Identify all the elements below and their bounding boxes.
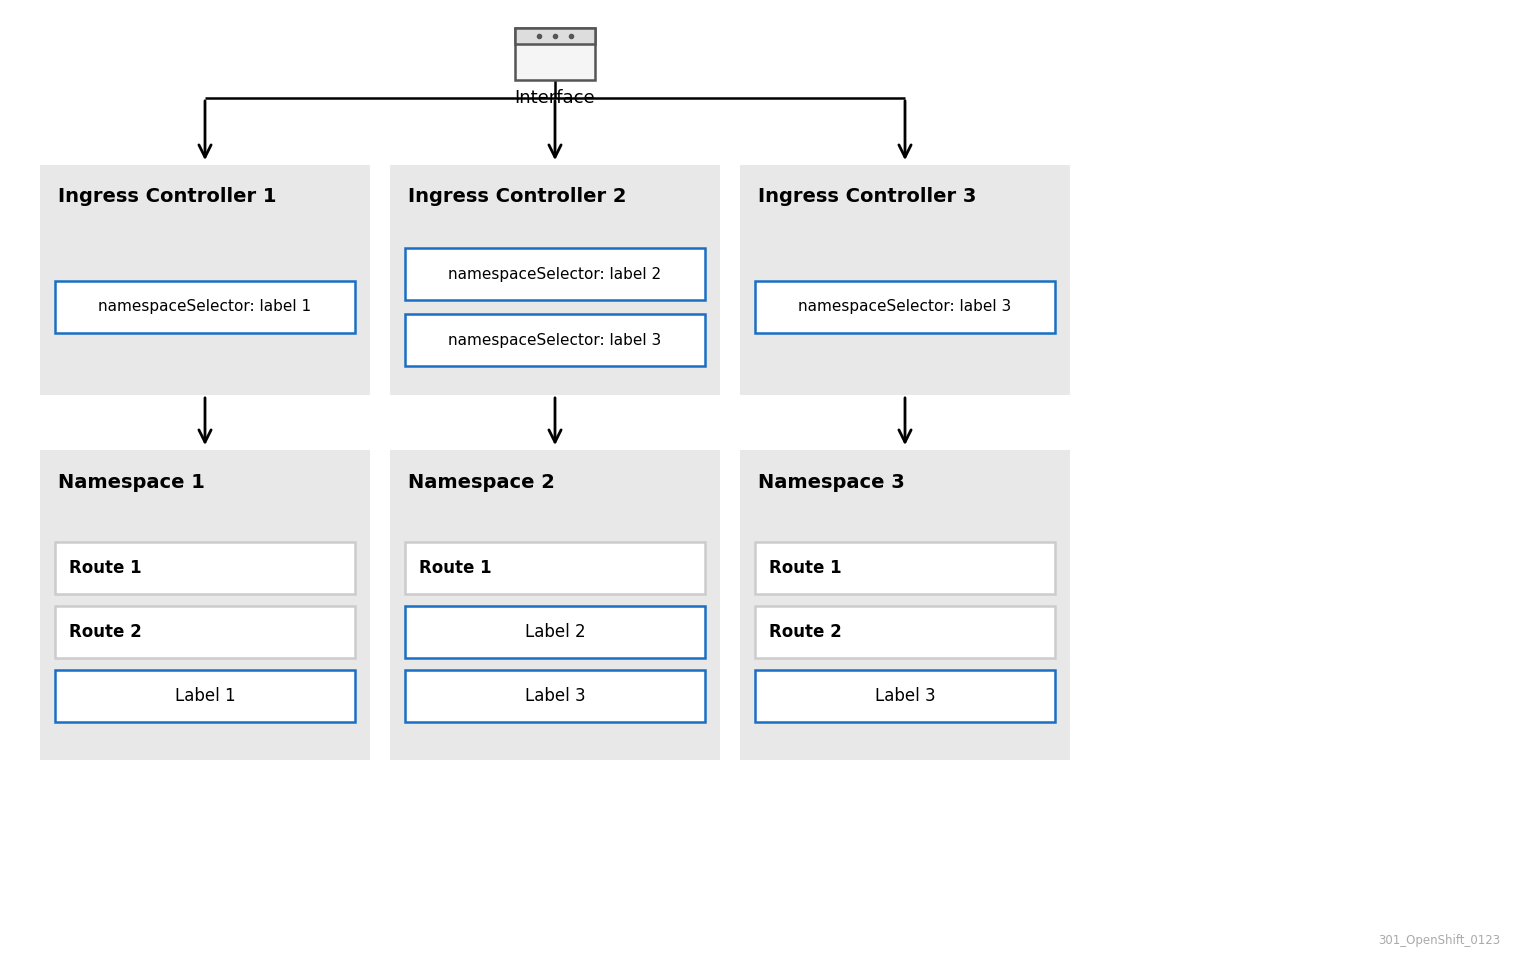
Bar: [55, 281, 356, 333]
Bar: [391, 165, 720, 395]
Bar: [55, 670, 356, 722]
Text: Label 1: Label 1: [175, 687, 236, 705]
Text: Route 1: Route 1: [420, 559, 491, 577]
Text: Label 2: Label 2: [524, 623, 585, 641]
Bar: [55, 542, 356, 594]
Text: Namespace 1: Namespace 1: [58, 473, 205, 491]
Text: namespaceSelector: label 3: namespaceSelector: label 3: [448, 333, 661, 347]
Bar: [755, 670, 1055, 722]
Text: Route 2: Route 2: [769, 623, 842, 641]
Bar: [755, 542, 1055, 594]
Text: Interface: Interface: [515, 89, 596, 107]
Bar: [740, 165, 1070, 395]
Bar: [40, 165, 369, 395]
Text: Route 1: Route 1: [68, 559, 141, 577]
Text: Namespace 2: Namespace 2: [407, 473, 555, 491]
Text: Ingress Controller 1: Ingress Controller 1: [58, 187, 277, 207]
Text: Route 2: Route 2: [68, 623, 141, 641]
Text: namespaceSelector: label 2: namespaceSelector: label 2: [448, 266, 661, 282]
Bar: [391, 450, 720, 760]
Bar: [515, 28, 594, 80]
Bar: [755, 281, 1055, 333]
Bar: [404, 606, 705, 658]
Bar: [55, 606, 356, 658]
Bar: [515, 28, 594, 44]
Bar: [404, 248, 705, 300]
Bar: [404, 542, 705, 594]
Text: Ingress Controller 2: Ingress Controller 2: [407, 187, 626, 207]
Text: Label 3: Label 3: [874, 687, 935, 705]
Bar: [755, 606, 1055, 658]
Bar: [740, 450, 1070, 760]
Text: Namespace 3: Namespace 3: [758, 473, 904, 491]
Bar: [404, 314, 705, 366]
Text: 301_OpenShift_0123: 301_OpenShift_0123: [1377, 934, 1500, 947]
Text: Route 1: Route 1: [769, 559, 842, 577]
Text: namespaceSelector: label 3: namespaceSelector: label 3: [798, 299, 1012, 315]
Bar: [40, 450, 369, 760]
Bar: [404, 670, 705, 722]
Text: namespaceSelector: label 1: namespaceSelector: label 1: [99, 299, 312, 315]
Text: Ingress Controller 3: Ingress Controller 3: [758, 187, 976, 207]
Text: Label 3: Label 3: [524, 687, 585, 705]
